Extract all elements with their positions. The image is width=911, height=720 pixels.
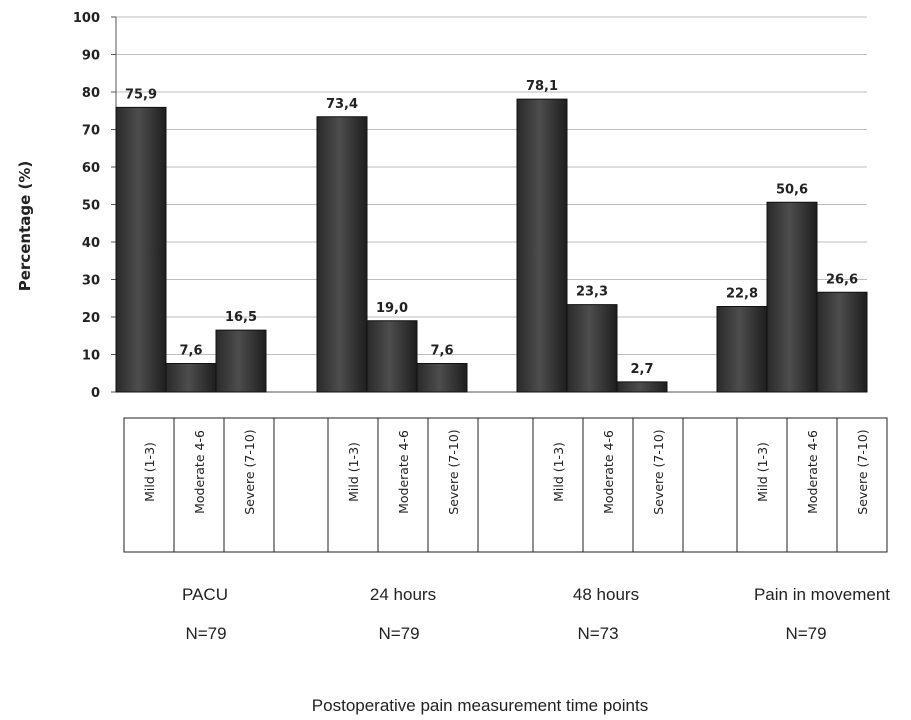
bar — [516, 98, 568, 393]
data-label: 73,4 — [326, 97, 358, 112]
group-n: N=79 — [185, 624, 226, 643]
data-label: 7,6 — [179, 344, 202, 359]
group-n: N=73 — [577, 624, 618, 643]
group-name: Pain in movement — [754, 585, 890, 604]
group-name: 48 hours — [573, 585, 639, 604]
data-label: 50,6 — [776, 182, 808, 197]
y-tick-label: 70 — [82, 124, 100, 139]
category-label: Severe (7-10) — [651, 429, 666, 514]
y-tick-label: 30 — [82, 274, 100, 289]
bar — [215, 329, 267, 393]
data-label: 16,5 — [225, 310, 257, 325]
category-label: Moderate 4-6 — [601, 430, 616, 514]
data-label: 23,3 — [576, 285, 608, 300]
group-labels: PACU N=79 24 hours N=79 48 hours N=73 Pain in … — [182, 585, 890, 643]
category-label: Moderate 4-6 — [192, 430, 207, 514]
y-tick-label: 50 — [82, 199, 100, 214]
y-tick-label: 40 — [82, 236, 100, 251]
bar — [766, 201, 818, 393]
data-label: 19,0 — [376, 301, 408, 316]
bar — [816, 291, 868, 393]
category-label: Mild (1-3) — [346, 442, 361, 502]
bar — [416, 363, 468, 393]
y-tick-label: 60 — [82, 161, 100, 176]
data-label: 22,8 — [726, 287, 758, 302]
group-n: N=79 — [785, 624, 826, 643]
bar — [115, 106, 167, 393]
category-label: Severe (7-10) — [446, 429, 461, 514]
group-n: N=79 — [378, 624, 419, 643]
category-label: Moderate 4-6 — [396, 430, 411, 514]
data-label: 26,6 — [826, 272, 858, 287]
data-label: 2,7 — [630, 362, 653, 377]
bar — [316, 116, 368, 393]
bar — [165, 363, 217, 393]
group-name: PACU — [182, 585, 228, 604]
y-tick-label: 0 — [91, 386, 100, 401]
category-label: Severe (7-10) — [242, 429, 257, 514]
bar — [566, 304, 618, 393]
bar — [616, 381, 668, 393]
data-label: 78,1 — [526, 79, 558, 94]
bar — [366, 320, 418, 393]
y-tick-label: 100 — [73, 11, 100, 26]
group-name: 24 hours — [370, 585, 436, 604]
table-outline — [123, 417, 888, 553]
data-label: 75,9 — [125, 87, 157, 102]
y-tick-label: 10 — [82, 349, 100, 364]
category-label: Mild (1-3) — [142, 442, 157, 502]
y-tick-label: 90 — [82, 49, 100, 64]
category-label: Moderate 4-6 — [805, 430, 820, 514]
y-tick-label: 80 — [82, 86, 100, 101]
bar — [716, 306, 768, 393]
category-label: Mild (1-3) — [755, 442, 770, 502]
category-label: Mild (1-3) — [551, 442, 566, 502]
y-tick-label: 20 — [82, 311, 100, 326]
category-label: Severe (7-10) — [855, 429, 870, 514]
y-axis-title: Percentage (%) — [16, 161, 34, 291]
category-table: Mild (1-3) Moderate 4-6 Severe (7-10) Mild … — [123, 417, 888, 553]
bars: 75,9 7,6 16,5 73,4 19,0 7,6 78,1 23,3 2,7 22,8 50,… — [115, 79, 868, 393]
x-axis-title: Postoperative pain measurement time poin… — [312, 696, 648, 715]
data-label: 7,6 — [430, 344, 453, 359]
